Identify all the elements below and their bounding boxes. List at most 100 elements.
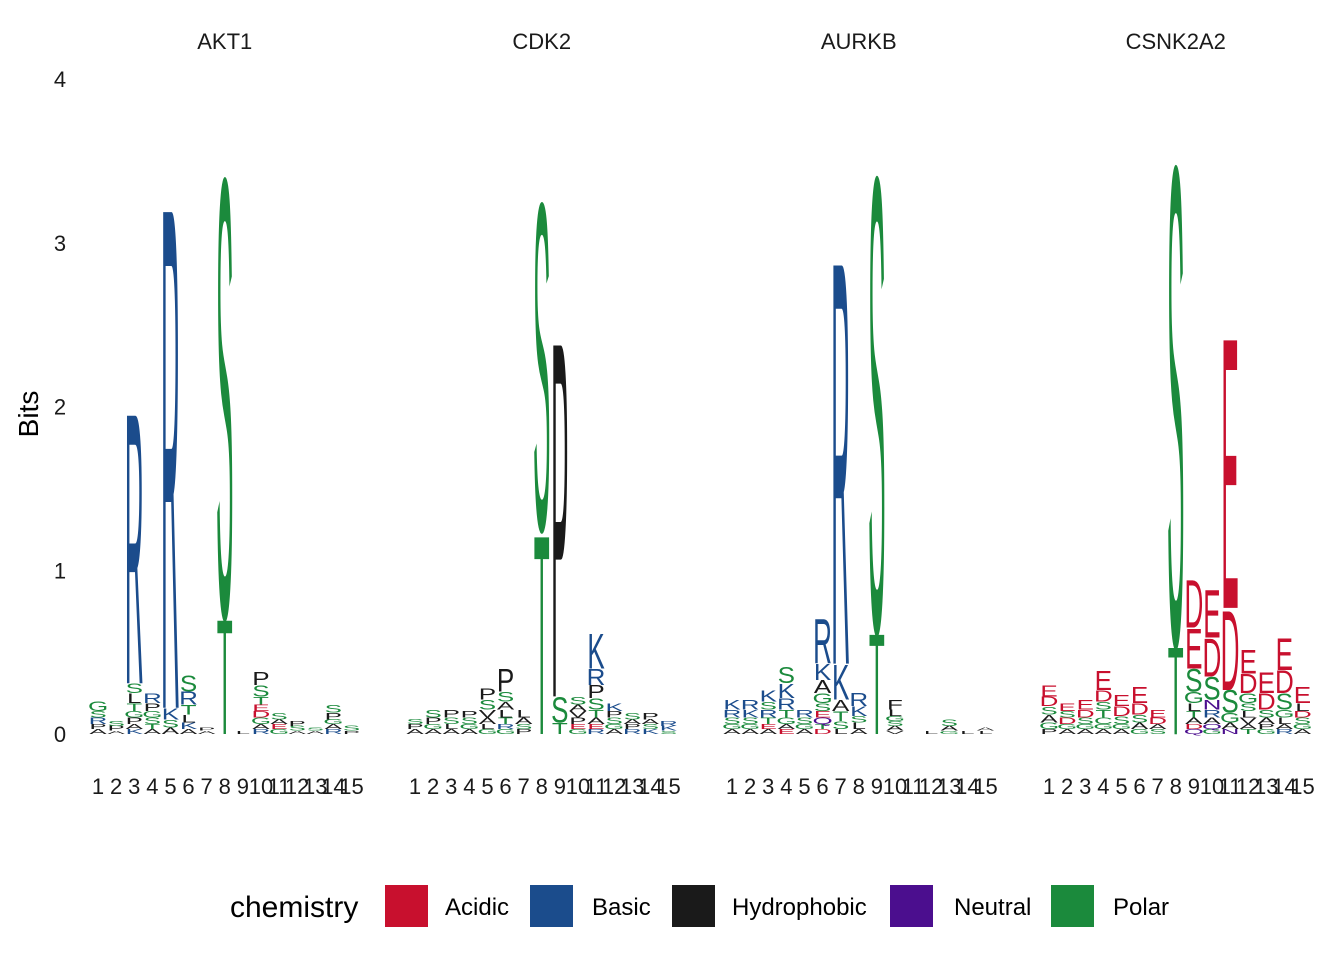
- x-tick-label: 14: [321, 774, 345, 799]
- y-axis: 0 1 2 3 4: [54, 67, 66, 747]
- logo-letter: L: [1241, 710, 1256, 720]
- logo-letter: S: [424, 708, 441, 721]
- logo-letter: A: [624, 718, 642, 726]
- logo-letter: G: [1129, 728, 1149, 736]
- legend-label: Neutral: [954, 894, 1031, 921]
- logo-letter: G: [459, 723, 479, 731]
- logo-letter: L: [181, 713, 195, 726]
- x-tick-label: 3: [762, 774, 774, 799]
- logo-letter: D: [1148, 716, 1167, 726]
- logo-letter: G: [124, 710, 144, 720]
- logo-letter: D: [1275, 666, 1294, 701]
- logo-letter: P: [252, 669, 269, 689]
- logo-letter: S: [180, 672, 197, 697]
- logo-letter: Q: [1184, 728, 1204, 736]
- logo-letter: A: [886, 725, 904, 733]
- logo-letter: D: [1184, 723, 1203, 731]
- logo-letter: D: [813, 728, 832, 736]
- x-tick-label: 13: [620, 774, 644, 799]
- x-tick-label: 10: [1200, 774, 1224, 799]
- logo-letter: K: [723, 698, 741, 713]
- logo-letter: D: [1239, 668, 1258, 699]
- logo-letter: S: [1058, 710, 1075, 720]
- x-tick-label: 1: [1043, 774, 1055, 799]
- x-tick-label: 6: [182, 774, 194, 799]
- logo-letter: S: [1239, 701, 1256, 714]
- logo-letter: K: [741, 708, 759, 721]
- logo-letter: E: [587, 723, 604, 731]
- logo-letter: S: [723, 716, 740, 726]
- logo-letter: S: [814, 701, 831, 714]
- logo-letter: A: [796, 728, 814, 736]
- logo-letter: P: [198, 727, 215, 732]
- logo-letter: S: [216, 48, 233, 750]
- logo-letter: A: [1239, 723, 1257, 731]
- logo-letter: E: [1095, 665, 1112, 696]
- logo-letter: E: [1040, 682, 1057, 701]
- logo-letter: A: [1058, 728, 1076, 736]
- logo-letter: A: [741, 728, 759, 736]
- logo-letter: S: [1185, 664, 1202, 699]
- logo-letter: S: [461, 716, 478, 726]
- logo-letter: S: [533, 106, 550, 630]
- logo-letter: L: [924, 730, 938, 735]
- logo-letter: S: [1294, 716, 1311, 726]
- logo-letter: S: [760, 700, 777, 713]
- logo-letter: G: [1075, 723, 1095, 731]
- x-tick-label: 6: [1133, 774, 1145, 799]
- logo-letter: S: [741, 716, 758, 726]
- logo-letter: T: [253, 695, 269, 708]
- logo-letter: K: [778, 680, 796, 703]
- logo-letter: E: [1221, 258, 1238, 691]
- logo-letter: T: [552, 719, 568, 738]
- logo-letter: K: [642, 728, 660, 736]
- logo-letter: Q: [812, 716, 832, 726]
- logo-letter: E: [1058, 701, 1075, 714]
- logo-letter: S: [624, 711, 641, 721]
- logo-letter: R: [623, 728, 642, 736]
- logo-letter: G: [740, 723, 760, 731]
- x-tick-label: 14: [1272, 774, 1296, 799]
- logo-letter: G: [776, 716, 796, 726]
- logo-letter: L: [978, 730, 992, 735]
- logo-letter: E: [1294, 683, 1311, 708]
- logo-letter: V: [886, 730, 904, 735]
- logo-letter: D: [1184, 565, 1203, 642]
- logo-letter: D: [1058, 716, 1077, 726]
- logo-letter: L: [1277, 716, 1292, 726]
- logo-letter: F: [887, 698, 903, 713]
- x-tick-label: 8: [1170, 774, 1182, 799]
- logo-letter: D: [1094, 686, 1113, 705]
- logo-letter: E: [1113, 691, 1130, 710]
- x-tick-label: 2: [1061, 774, 1073, 799]
- logo-letter: S: [1149, 728, 1166, 736]
- x-tick-label: 5: [164, 774, 176, 799]
- logo-letter: R: [759, 708, 778, 721]
- x-tick-label: 11: [268, 774, 291, 799]
- x-tick-label: 9: [237, 774, 249, 799]
- logo-letter: S: [569, 695, 586, 708]
- logo-letter: E: [1149, 708, 1166, 721]
- logo-letter: G: [477, 728, 497, 736]
- x-tick-label: 3: [1079, 774, 1091, 799]
- logo-letter: A: [778, 723, 796, 731]
- logo-letter: D: [252, 710, 271, 720]
- logo-letter: A: [941, 725, 959, 733]
- logo-letter: E: [760, 723, 777, 731]
- logo-letter: G: [1238, 691, 1258, 706]
- logo-letter: E: [1258, 666, 1275, 699]
- logo-letter: R: [1203, 708, 1222, 721]
- logo-letter: S: [587, 695, 604, 714]
- logo-letter: V: [479, 708, 497, 721]
- logo-letter: P: [325, 711, 342, 721]
- logo-letter: T: [534, 476, 550, 796]
- logo-letter: L: [833, 728, 847, 736]
- x-tick-label: 9: [1188, 774, 1200, 799]
- logo-letter: N: [1203, 698, 1222, 713]
- logo-letter: T: [181, 702, 197, 717]
- logo-letter: G: [1093, 723, 1113, 731]
- y-axis-label: Bits: [13, 391, 44, 438]
- logo-letter: L: [444, 723, 458, 731]
